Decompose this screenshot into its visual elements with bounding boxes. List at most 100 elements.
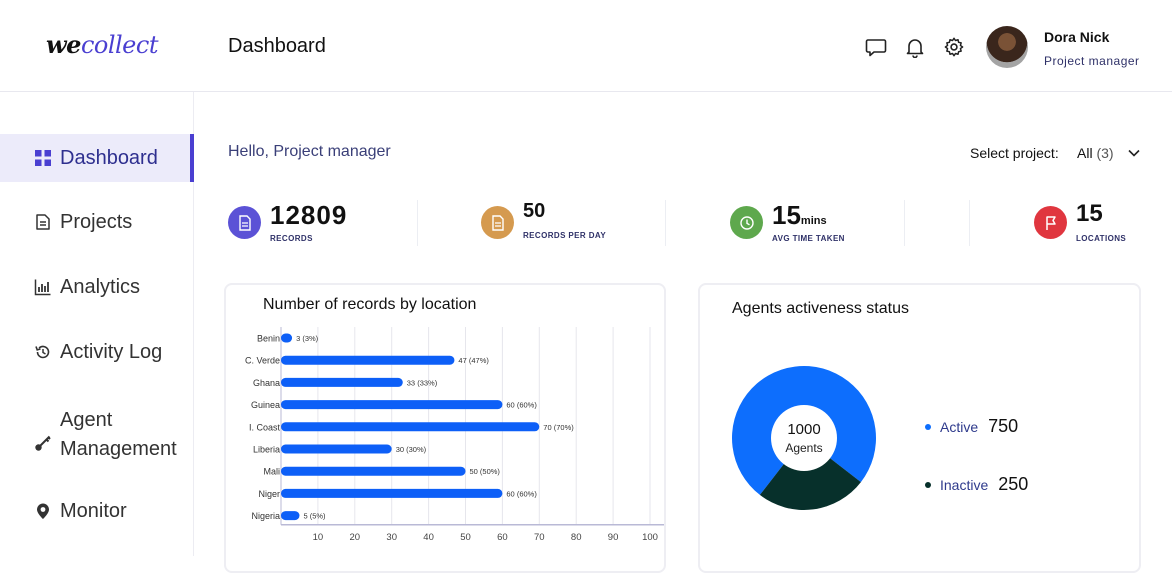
bar-data-label: 60 (60%) (506, 401, 537, 410)
stat-label: LOCATIONS (1076, 234, 1127, 243)
bar-data-label: 33 (33%) (407, 378, 438, 387)
bar[interactable] (281, 422, 540, 432)
stat-value: 50 (523, 200, 546, 222)
y-tick-label: C. Verde (245, 356, 280, 366)
chat-icon[interactable] (865, 36, 887, 58)
donut-center-value: 1000 (787, 421, 820, 438)
user-role: Project manager (1044, 54, 1140, 68)
legend-item-active: Active 750 (925, 416, 1018, 437)
bar[interactable] (281, 511, 300, 521)
legend-value: 250 (998, 474, 1029, 494)
donut-center-label: Agents (785, 441, 822, 455)
sidebar-item-label: Analytics (60, 275, 141, 298)
bar-chart-icon (34, 279, 51, 296)
y-tick-label: Benin (257, 334, 280, 344)
sidebar-item-label: Activity Log (60, 340, 163, 363)
bar[interactable] (281, 355, 455, 365)
divider (665, 200, 666, 246)
history-icon (35, 345, 50, 359)
bar[interactable] (281, 400, 503, 410)
stat-records: 12809 RECORDS (228, 200, 408, 250)
bar-data-label: 70 (70%) (543, 423, 574, 432)
chart-title: Agents activeness status (732, 300, 909, 317)
y-tick-label: Guinea (251, 400, 280, 410)
divider (969, 200, 970, 246)
legend-label: Active (940, 419, 979, 435)
records-by-location-chart: 10 20 30 40 50 60 70 80 90 100 Benin 3 (3%) C. Verde… (245, 327, 664, 543)
bar-data-label: 5 (5%) (303, 512, 326, 521)
x-tick-label: 50 (460, 532, 471, 543)
x-tick-label: 70 (534, 532, 545, 543)
stat-avg-time: 15mins AVG TIME TAKEN (730, 200, 910, 250)
project-select[interactable]: All (3) (1077, 145, 1114, 161)
greeting: Hello, Project manager (228, 143, 391, 160)
x-tick-label: 90 (608, 532, 619, 543)
sidebar-item-label: Dashboard (60, 146, 158, 169)
sidebar-item-agent-management[interactable]: Agent Management (0, 402, 194, 468)
sidebar: Dashboard Projects Analytics Activity Lo… (0, 92, 194, 556)
select-project-label: Select project: (970, 145, 1059, 161)
page-title: Dashboard (228, 35, 326, 57)
avatar[interactable] (986, 26, 1028, 68)
document-icon (228, 206, 261, 239)
legend-dot (925, 482, 931, 488)
document-icon (481, 206, 514, 239)
donut-center (771, 405, 837, 471)
divider (904, 200, 905, 246)
stat-label: AVG TIME TAKEN (772, 234, 845, 243)
x-tick-label: 100 (642, 532, 658, 543)
x-tick-label: 80 (571, 532, 582, 543)
donut-slice-inactive[interactable] (759, 438, 861, 510)
sidebar-item-label: Monitor (60, 499, 127, 522)
x-tick-label: 30 (386, 532, 397, 543)
sidebar-item-analytics[interactable]: Analytics (0, 263, 194, 311)
y-tick-label: Niger (258, 489, 280, 499)
bar[interactable] (281, 377, 403, 387)
bell-icon[interactable] (904, 36, 926, 58)
stat-value: 15mins (772, 200, 827, 230)
records-by-location-card: Number of records by location 10 20 30 40 50… (224, 283, 666, 573)
sidebar-item-activity-log[interactable]: Activity Log (0, 328, 194, 376)
chart-title: Number of records by location (263, 296, 477, 313)
bar-data-label: 47 (47%) (458, 356, 489, 365)
stat-records-per-day: 50 RECORDS PER DAY (481, 200, 661, 250)
document-icon (36, 214, 50, 230)
x-tick-label: 40 (423, 532, 434, 543)
app-logo[interactable]: wecollect (46, 30, 158, 59)
sidebar-item-label: Projects (60, 210, 133, 233)
bar[interactable] (281, 444, 392, 454)
y-tick-label: Liberia (253, 445, 280, 455)
legend-dot (925, 424, 931, 430)
user-name: Dora Nick (1044, 29, 1110, 45)
gear-icon[interactable] (943, 36, 965, 58)
stat-label: RECORDS PER DAY (523, 231, 607, 240)
y-tick-label: Ghana (253, 378, 280, 388)
bar-data-label: 50 (50%) (470, 467, 501, 476)
sidebar-item-dashboard[interactable]: Dashboard (0, 134, 194, 182)
legend-label: Inactive (940, 477, 989, 493)
agents-activeness-card: Agents activeness status 1000 Agents Act… (698, 283, 1141, 573)
sidebar-item-projects[interactable]: Projects (0, 198, 194, 246)
bar[interactable] (281, 333, 293, 343)
x-tick-label: 60 (497, 532, 508, 543)
grid-icon (35, 150, 51, 166)
legend-value: 750 (988, 416, 1019, 436)
bar[interactable] (281, 466, 466, 476)
bar[interactable] (281, 488, 503, 498)
y-tick-label: Mali (263, 467, 280, 477)
stat-locations: 15 LOCATIONS (1034, 200, 1164, 250)
flag-icon (1034, 206, 1067, 239)
y-tick-label: Nigeria (251, 511, 280, 521)
y-tick-label: I. Coast (249, 422, 281, 432)
stat-value: 12809 (270, 200, 348, 230)
sidebar-item-monitor[interactable]: Monitor (0, 487, 194, 535)
stat-value: 15 (1076, 200, 1103, 227)
divider (417, 200, 418, 246)
x-tick-label: 10 (313, 532, 324, 543)
agents-activeness-chart: 1000 Agents (732, 366, 876, 510)
key-icon (35, 435, 51, 451)
chevron-down-icon[interactable] (1127, 146, 1141, 160)
legend-item-inactive: Inactive 250 (925, 474, 1028, 495)
bar-data-label: 60 (60%) (506, 489, 537, 498)
stat-label: RECORDS (270, 234, 313, 243)
